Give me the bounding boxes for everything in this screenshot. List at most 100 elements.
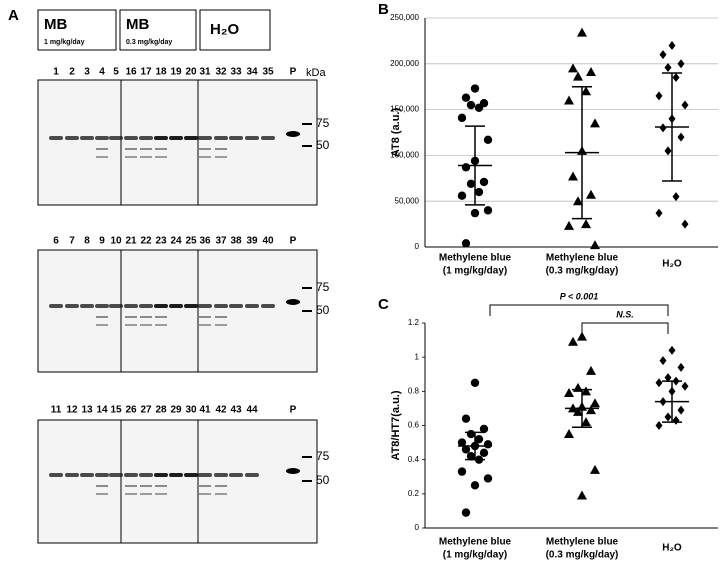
lane-label: 6 bbox=[53, 236, 59, 247]
band bbox=[184, 136, 198, 140]
band-minor bbox=[125, 324, 137, 326]
point bbox=[573, 196, 583, 206]
group-dose: 0.3 mg/kg/day bbox=[126, 39, 172, 46]
point bbox=[483, 206, 493, 215]
group-dose: 1 mg/kg/day bbox=[44, 39, 85, 46]
x-tick-label: (0.3 mg/kg/day) bbox=[546, 266, 619, 277]
point bbox=[677, 405, 685, 415]
point bbox=[681, 381, 689, 391]
band bbox=[139, 136, 153, 140]
point bbox=[564, 429, 574, 439]
point bbox=[474, 187, 484, 197]
blot-membrane bbox=[37, 419, 318, 544]
band bbox=[261, 304, 275, 308]
point bbox=[577, 331, 587, 341]
lane-label: 8 bbox=[84, 236, 90, 247]
point bbox=[470, 208, 480, 218]
point bbox=[590, 118, 600, 128]
band-minor bbox=[140, 485, 152, 487]
point bbox=[672, 73, 680, 83]
band bbox=[229, 473, 243, 477]
band-minor bbox=[199, 493, 211, 495]
point bbox=[483, 135, 493, 145]
lane-label: 18 bbox=[155, 67, 167, 78]
x-tick-label: Methylene blue bbox=[439, 253, 512, 264]
lane-label: 40 bbox=[262, 236, 274, 247]
band-minor bbox=[96, 493, 108, 495]
panel-label: A bbox=[8, 7, 19, 24]
point bbox=[590, 398, 600, 408]
blot-membrane bbox=[37, 249, 318, 373]
point bbox=[474, 103, 484, 112]
band-minor bbox=[125, 485, 137, 487]
band-minor bbox=[125, 156, 137, 158]
point bbox=[564, 220, 574, 230]
band bbox=[214, 304, 228, 308]
point bbox=[564, 388, 574, 398]
lane-label: 34 bbox=[246, 67, 258, 78]
point bbox=[470, 84, 480, 93]
point bbox=[586, 189, 596, 199]
point bbox=[457, 191, 467, 200]
band-minor bbox=[96, 316, 108, 318]
ladder-label: P bbox=[290, 67, 297, 78]
lane-label: 16 bbox=[125, 67, 137, 78]
band bbox=[245, 304, 259, 308]
band bbox=[184, 473, 198, 477]
band-minor bbox=[96, 485, 108, 487]
y-tick-label: 100,000 bbox=[390, 151, 419, 160]
panel-label: C bbox=[378, 296, 389, 313]
lane-label: 22 bbox=[140, 236, 152, 247]
point bbox=[577, 27, 587, 37]
y-tick-label: 0.4 bbox=[408, 455, 420, 464]
band bbox=[109, 304, 123, 308]
point bbox=[586, 365, 596, 375]
significance-bracket bbox=[581, 322, 669, 334]
lane-label: 32 bbox=[215, 67, 227, 78]
lane-label: 30 bbox=[185, 405, 197, 416]
band-minor bbox=[155, 324, 167, 326]
point bbox=[586, 405, 596, 415]
point bbox=[655, 378, 663, 388]
x-tick-label: H₂O bbox=[662, 543, 682, 554]
y-tick-label: 0.6 bbox=[408, 421, 420, 430]
y-tick-label: 0.8 bbox=[408, 386, 420, 395]
point bbox=[590, 240, 600, 250]
ladder-label: P bbox=[290, 236, 297, 247]
band bbox=[95, 304, 109, 308]
point bbox=[659, 123, 667, 133]
ladder-band bbox=[286, 468, 300, 474]
lane-label: 1 bbox=[53, 67, 59, 78]
y-tick-label: 200,000 bbox=[390, 59, 419, 68]
group-label: MB bbox=[44, 16, 67, 33]
x-tick-label: (1 mg/kg/day) bbox=[443, 550, 507, 561]
band bbox=[198, 473, 212, 477]
lane-label: 20 bbox=[185, 67, 197, 78]
lane-label: 36 bbox=[199, 236, 211, 247]
lane-label: 44 bbox=[246, 405, 258, 416]
point bbox=[664, 62, 672, 72]
y-tick-label: 0 bbox=[415, 242, 420, 251]
lane-label: 26 bbox=[125, 405, 137, 416]
band-minor bbox=[140, 324, 152, 326]
point bbox=[470, 378, 480, 387]
lane-label: 39 bbox=[246, 236, 258, 247]
ladder-label: P bbox=[290, 405, 297, 416]
band bbox=[184, 304, 198, 308]
lane-label: 27 bbox=[140, 405, 152, 416]
lane-label: 33 bbox=[230, 67, 242, 78]
point bbox=[461, 445, 471, 454]
point bbox=[474, 434, 484, 444]
point bbox=[581, 417, 591, 427]
band bbox=[49, 136, 63, 140]
x-tick-label: (1 mg/kg/day) bbox=[443, 266, 507, 277]
band bbox=[65, 136, 79, 140]
point bbox=[668, 40, 676, 50]
band bbox=[80, 304, 94, 308]
band bbox=[109, 136, 123, 140]
point bbox=[479, 177, 489, 187]
point bbox=[659, 356, 667, 366]
lane-label: 12 bbox=[66, 405, 78, 416]
band bbox=[124, 473, 138, 477]
